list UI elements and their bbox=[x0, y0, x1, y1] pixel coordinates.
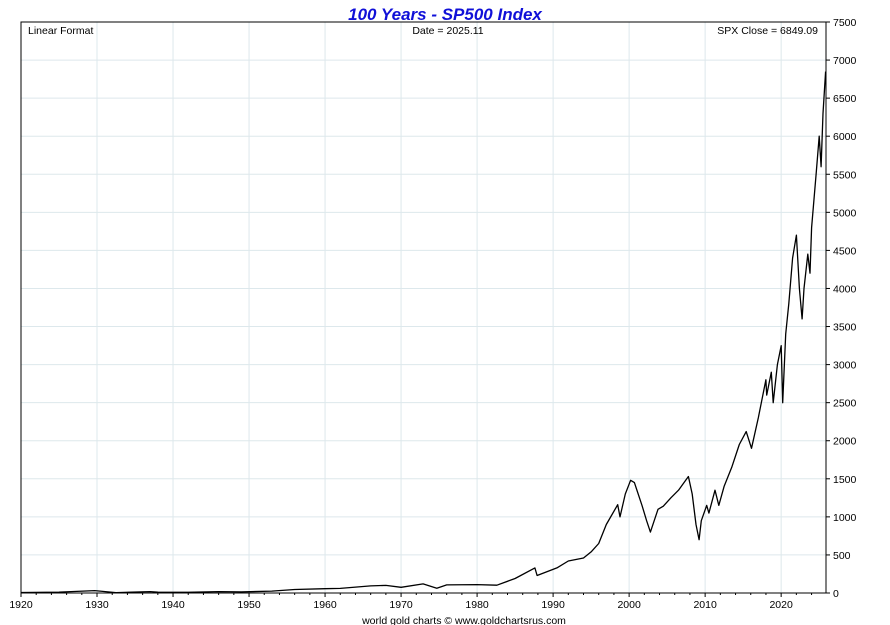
y-tick-label: 500 bbox=[833, 550, 851, 562]
y-tick-label: 0 bbox=[833, 588, 839, 600]
y-tick-label: 2500 bbox=[833, 398, 857, 410]
grid-lines bbox=[21, 22, 826, 593]
y-tick-label: 7000 bbox=[833, 55, 857, 67]
x-tick-label: 1970 bbox=[389, 599, 413, 611]
y-tick-label: 5500 bbox=[833, 169, 857, 181]
y-tick-label: 2000 bbox=[833, 436, 857, 448]
y-axis: 0 500 1000 1500 2000 2500 3000 3500 4000 4500 5000… bbox=[826, 17, 857, 600]
format-label: Linear Format bbox=[28, 25, 93, 37]
y-tick-label: 1500 bbox=[833, 474, 857, 486]
chart-title: 100 Years - SP500 Index bbox=[348, 5, 543, 24]
y-tick-label: 3500 bbox=[833, 322, 857, 334]
plot-frame bbox=[20, 21, 827, 594]
y-tick-label: 4500 bbox=[833, 245, 857, 257]
y-tick-label: 6000 bbox=[833, 131, 857, 143]
y-tick-label: 4000 bbox=[833, 283, 857, 295]
x-tick-label: 1940 bbox=[161, 599, 185, 611]
close-label: SPX Close = 6849.09 bbox=[717, 25, 818, 37]
x-tick-label: 1930 bbox=[85, 599, 109, 611]
y-tick-label: 3000 bbox=[833, 360, 857, 372]
x-tick-label: 1980 bbox=[465, 599, 489, 611]
x-tick-label: 1990 bbox=[541, 599, 565, 611]
x-axis: 1920 1930 1940 1950 1960 1970 1980 1990 2000 2010… bbox=[9, 593, 813, 611]
x-tick-label: 2010 bbox=[693, 599, 717, 611]
series-group bbox=[20, 71, 827, 594]
x-tick-label: 2000 bbox=[617, 599, 641, 611]
series-line-spx bbox=[20, 71, 827, 594]
x-tick-label: 1920 bbox=[9, 599, 33, 611]
x-tick-label: 1960 bbox=[313, 599, 337, 611]
credit-text: world gold charts © www.goldchartsrus.co… bbox=[361, 615, 566, 625]
y-tick-label: 6500 bbox=[833, 93, 857, 105]
y-tick-label: 7500 bbox=[833, 17, 857, 29]
x-tick-label: 2020 bbox=[769, 599, 793, 611]
y-tick-label: 5000 bbox=[833, 207, 857, 219]
y-tick-label: 1000 bbox=[833, 512, 857, 524]
date-label: Date = 2025.11 bbox=[412, 25, 483, 37]
x-tick-label: 1950 bbox=[237, 599, 261, 611]
